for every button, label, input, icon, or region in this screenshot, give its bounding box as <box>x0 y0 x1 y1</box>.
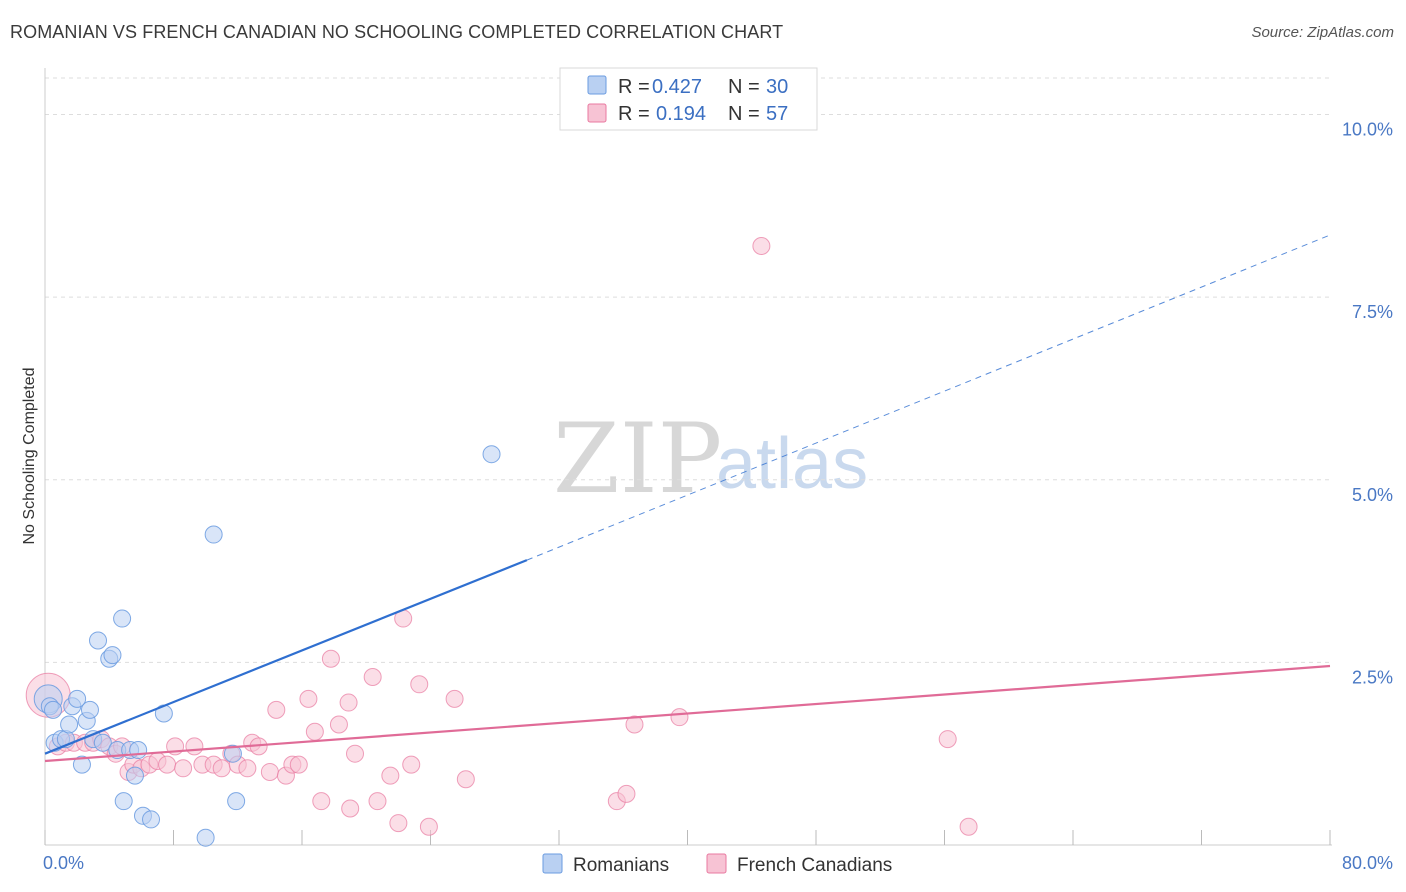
romanians-point <box>60 715 79 734</box>
french-canadians-trend-line <box>44 664 1331 763</box>
watermark-atlas: atlas <box>716 424 868 504</box>
bottom-legend-romanians-swatch <box>542 853 563 874</box>
french-canadians-point <box>617 784 636 803</box>
romanians-point <box>68 689 87 708</box>
y-axis-tick-labels: 2.5% 5.0% 7.5% 10.0% <box>1342 120 1393 688</box>
romanians-point <box>114 792 133 811</box>
french-canadians-point <box>321 649 340 668</box>
romanians-point <box>93 733 112 752</box>
x-tick-label-min: 0.0% <box>43 853 84 873</box>
romanians-point <box>129 741 148 760</box>
french-canadians-point <box>312 792 331 811</box>
watermark-zip: ZIP <box>553 403 722 515</box>
romanians-point <box>482 445 501 464</box>
legend-romanians-swatch <box>587 75 607 95</box>
french-canadians-point <box>410 675 429 694</box>
french-canadians-point <box>185 737 204 756</box>
legend-romanians-n-label: N = <box>728 76 760 98</box>
legend-romanians-r-label: R = <box>618 76 650 98</box>
y-tick-label-2: 7.5% <box>1352 302 1393 322</box>
french-canadians-point <box>341 799 360 818</box>
y-tick-label-0: 2.5% <box>1352 667 1393 687</box>
romanians-point <box>204 525 223 544</box>
romanians-point <box>227 792 246 811</box>
romanians-point <box>72 755 91 774</box>
romanians-point <box>89 631 108 650</box>
french-canadians-point <box>625 715 644 734</box>
romanians-point <box>196 828 215 847</box>
legend-french-r-label: R = <box>618 103 650 125</box>
romanians-point <box>80 700 99 719</box>
romanians-point <box>223 744 242 763</box>
source-label: Source: ZipAtlas.com <box>1251 24 1394 41</box>
x-axis-ticks: 0.0% 80.0% <box>43 830 1393 873</box>
french-canadians-point <box>305 722 324 741</box>
legend-french-n-value: 57 <box>766 103 788 125</box>
french-canadians-point <box>299 689 318 708</box>
french-canadians-point <box>959 817 978 836</box>
chart-title: ROMANIAN VS FRENCH CANADIAN NO SCHOOLING… <box>10 22 784 42</box>
y-axis-label: No Schooling Completed <box>21 368 38 545</box>
french-canadians-point <box>456 770 475 789</box>
french-canadians-point <box>402 755 421 774</box>
romanians-point <box>142 810 161 829</box>
french-canadians-point <box>419 817 438 836</box>
french-canadians-point <box>260 762 279 781</box>
french-canadians-point <box>938 730 957 749</box>
romanians-point <box>44 700 63 719</box>
bottom-legend-romanians-label: Romanians <box>573 855 669 876</box>
romanians-trend-extension <box>526 234 1331 561</box>
grid-lines <box>45 77 1330 663</box>
french-canadians-point <box>289 755 308 774</box>
french-canadians-point <box>368 792 387 811</box>
romanians-point <box>113 609 132 628</box>
bottom-legend-french-canadians-swatch <box>706 853 727 874</box>
french-canadians-point <box>329 715 348 734</box>
trend-lines <box>44 234 1331 763</box>
legend-french-r-value: 0.194 <box>656 103 706 125</box>
series-romanians <box>33 445 501 847</box>
legend-box: R = 0.427 N = 30 R = 0.194 N = 57 <box>559 67 818 131</box>
watermark: ZIP atlas <box>553 403 868 515</box>
french-canadians-point <box>339 693 358 712</box>
french-canadians-point <box>267 700 286 719</box>
french-canadians-point <box>752 237 771 256</box>
romanians-trend-line <box>44 559 528 755</box>
y-tick-label-1: 5.0% <box>1352 485 1393 505</box>
french-canadians-point <box>389 814 408 833</box>
french-canadians-point <box>174 759 193 778</box>
bottom-legend: Romanians French Canadians <box>542 853 892 876</box>
legend-french-n-label: N = <box>728 103 760 125</box>
y-tick-label-3: 10.0% <box>1342 120 1393 140</box>
romanians-point <box>103 646 122 665</box>
legend-romanians-n-value: 30 <box>766 76 788 98</box>
french-canadians-point <box>212 759 231 778</box>
french-canadians-point <box>158 755 177 774</box>
french-canadians-point <box>381 766 400 785</box>
french-canadians-point <box>363 667 382 686</box>
french-canadians-point <box>445 689 464 708</box>
french-canadians-point <box>346 744 365 763</box>
legend-romanians-r-value: 0.427 <box>652 76 702 98</box>
x-tick-label-max: 80.0% <box>1342 853 1393 873</box>
series-french-canadians <box>25 237 978 836</box>
french-canadians-point <box>670 708 689 727</box>
legend-french-canadians-swatch <box>587 103 607 123</box>
bottom-legend-french-canadians-label: French Canadians <box>737 855 892 876</box>
french-canadians-point <box>238 759 257 778</box>
romanians-point <box>125 766 144 785</box>
